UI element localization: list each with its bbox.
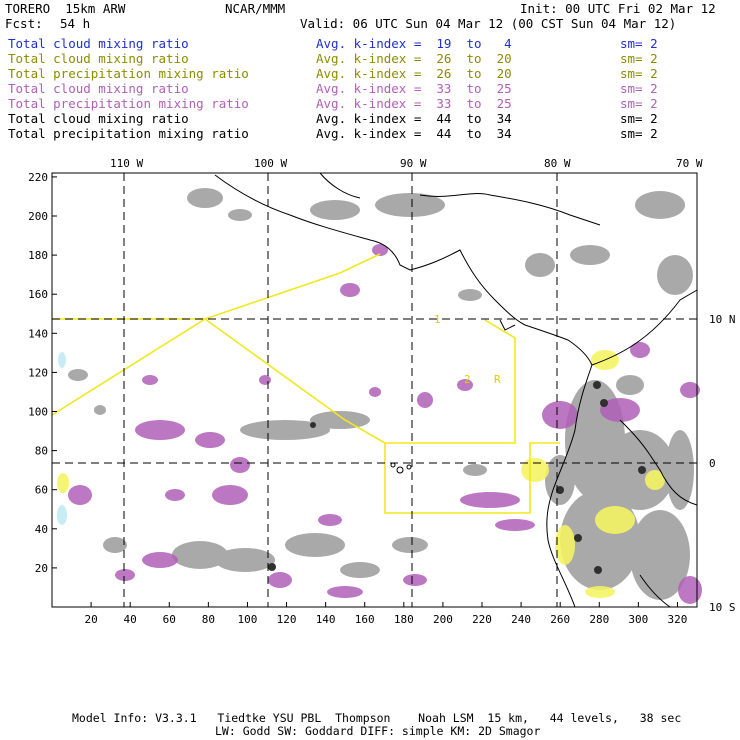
y-tick-label: 220 — [28, 171, 48, 184]
x-tick-label: 280 — [589, 613, 609, 626]
init-time: Init: 00 UTC Fri 02 Mar 12 — [520, 1, 716, 16]
lon-label: 100 W — [254, 157, 287, 170]
lat-label: 0 — [709, 457, 716, 470]
legend-row-kindex: Avg. k-index = 44 to 34 — [316, 111, 512, 126]
x-tick-label: 80 — [202, 613, 215, 626]
x-tick-label: 160 — [355, 613, 375, 626]
x-axis: 20 40 60 80 100 120 140 160 180 200 220 240 260 280 30… — [84, 602, 687, 626]
flight-label: 2 — [464, 373, 471, 386]
legend-row-sm: sm= 2 — [620, 66, 658, 81]
low-field — [57, 352, 67, 525]
model-info-line: Model Info: V3.3.1 Tiedtke YSU PBL Thomp… — [72, 711, 682, 725]
y-tick-label: 200 — [28, 210, 48, 223]
legend-row-field: Total precipitation mixing ratio — [8, 96, 249, 111]
legend-row-kindex: Avg. k-index = 19 to 4 — [316, 36, 512, 51]
moderate-field — [57, 350, 665, 598]
x-tick-label: 200 — [433, 613, 453, 626]
x-tick-label: 20 — [84, 613, 97, 626]
legend-row-field: Total cloud mixing ratio — [8, 111, 189, 126]
legend-row-kindex: Avg. k-index = 33 to 25 — [316, 96, 512, 111]
y-tick-label: 60 — [35, 484, 48, 497]
legend-row-field: Total cloud mixing ratio — [8, 81, 189, 96]
x-tick-label: 60 — [163, 613, 176, 626]
flight-label: 1 — [434, 313, 441, 326]
legend-row-field: Total precipitation mixing ratio — [8, 66, 249, 81]
y-tick-label: 140 — [28, 327, 48, 340]
x-tick-label: 120 — [277, 613, 297, 626]
x-tick-label: 140 — [316, 613, 336, 626]
physics-info-line: LW: Godd SW: Goddard DIFF: simple KM: 2D… — [215, 724, 541, 738]
organization: NCAR/MMM — [225, 1, 286, 16]
legend-row-field: Total cloud mixing ratio — [8, 51, 189, 66]
x-tick-label: 100 — [238, 613, 258, 626]
y-tick-label: 80 — [35, 445, 48, 458]
y-tick-label: 40 — [35, 523, 48, 536]
legend-row-kindex: Avg. k-index = 44 to 34 — [316, 126, 512, 141]
x-tick-label: 40 — [124, 613, 137, 626]
legend-row-field: Total precipitation mixing ratio — [8, 126, 249, 141]
x-tick-label: 300 — [628, 613, 648, 626]
flight-track — [51, 253, 560, 514]
x-tick-label: 180 — [394, 613, 414, 626]
legend-row-sm: sm= 2 — [620, 111, 658, 126]
lon-label: 90 W — [400, 157, 427, 170]
legend-row-sm: sm= 2 — [620, 96, 658, 111]
lat-label: 10 S — [709, 601, 736, 614]
legend-row-sm: sm= 2 — [620, 51, 658, 66]
lon-label: 70 W — [676, 157, 703, 170]
x-tick-label: 320 — [668, 613, 688, 626]
lon-label: 110 W — [110, 157, 143, 170]
flight-label: R — [494, 373, 501, 386]
y-tick-label: 20 — [35, 562, 48, 575]
legend-row-sm: sm= 2 — [620, 36, 658, 51]
model-name: TORERO 15km ARW — [5, 1, 126, 16]
y-tick-label: 120 — [28, 366, 48, 379]
lat-label: 10 N — [709, 313, 736, 326]
legend-row-kindex: Avg. k-index = 26 to 20 — [316, 51, 512, 66]
heavy-field — [268, 381, 646, 574]
x-tick-label: 260 — [550, 613, 570, 626]
valid-time: Valid: 06 UTC Sun 04 Mar 12 (00 CST Sun … — [300, 16, 677, 31]
lat-lon-grid — [52, 173, 697, 607]
legend-row-kindex: Avg. k-index = 33 to 25 — [316, 81, 512, 96]
y-tick-label: 180 — [28, 249, 48, 262]
forecast-label: Fcst: — [5, 16, 43, 31]
y-tick-label: 100 — [28, 406, 48, 419]
legend-row-field: Total cloud mixing ratio — [8, 36, 189, 51]
legend-row-kindex: Avg. k-index = 26 to 20 — [316, 66, 512, 81]
y-tick-label: 160 — [28, 288, 48, 301]
y-axis: 220 200 180 160 140 120 100 80 60 40 20 — [28, 171, 57, 575]
legend-row-sm: sm= 2 — [620, 81, 658, 96]
legend-row-sm: sm= 2 — [620, 126, 658, 141]
map-frame — [51, 172, 698, 608]
x-tick-label: 240 — [511, 613, 531, 626]
forecast-hour: 54 h — [60, 16, 91, 31]
lon-label: 80 W — [544, 157, 571, 170]
x-tick-label: 220 — [472, 613, 492, 626]
